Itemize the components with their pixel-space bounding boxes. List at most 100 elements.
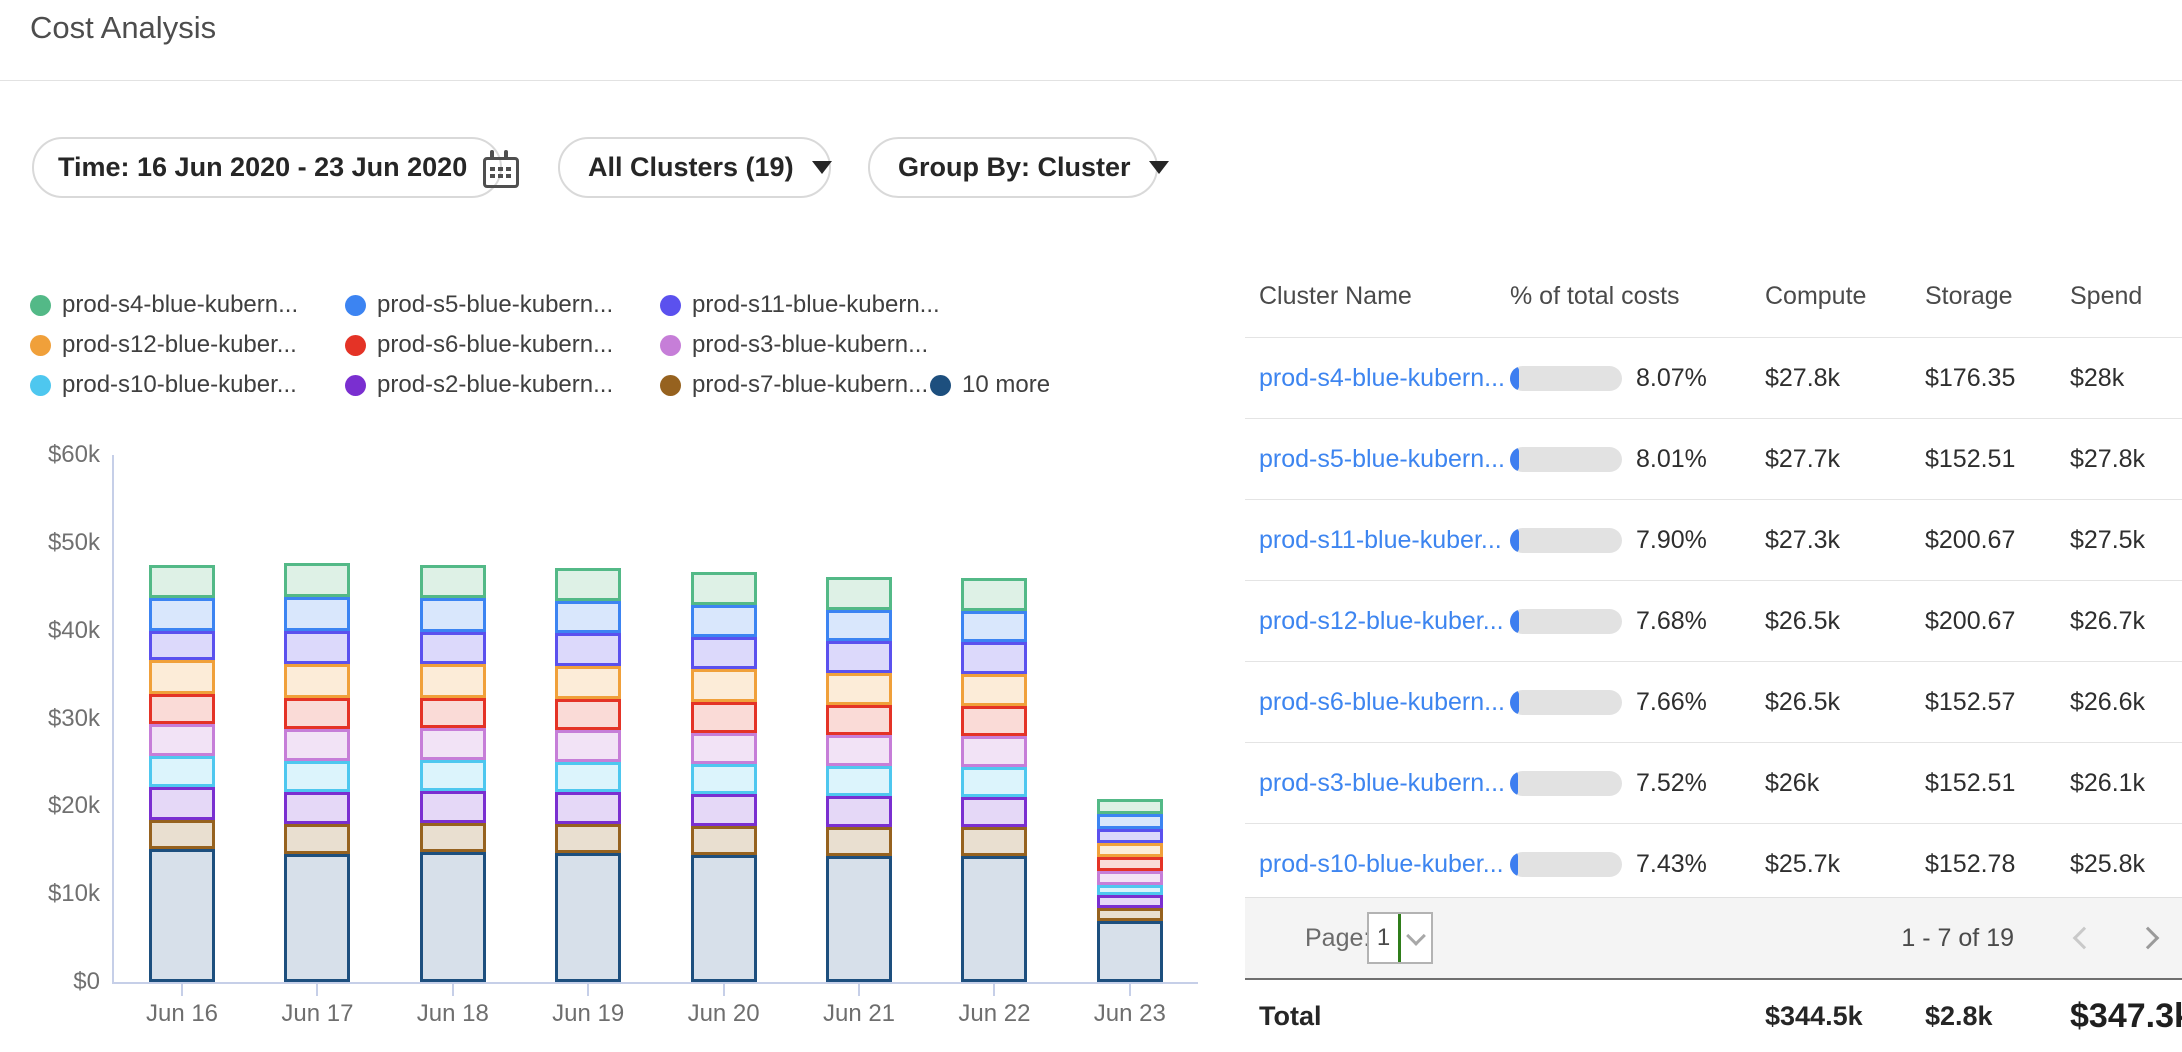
bar-segment[interactable] bbox=[284, 630, 351, 665]
cluster-link[interactable]: prod-s4-blue-kubern... bbox=[1259, 363, 1505, 392]
bar-segment[interactable] bbox=[690, 636, 757, 670]
bar-segment[interactable] bbox=[284, 563, 351, 598]
next-page-button[interactable] bbox=[2128, 898, 2168, 978]
legend-item[interactable]: prod-s7-blue-kubern... bbox=[660, 370, 928, 400]
bar-segment[interactable] bbox=[1096, 829, 1163, 844]
legend-item[interactable]: prod-s11-blue-kubern... bbox=[660, 290, 940, 320]
bar-segment[interactable] bbox=[149, 694, 215, 724]
bar-segment[interactable] bbox=[961, 736, 1028, 767]
bar-segment[interactable] bbox=[149, 564, 215, 599]
bar-segment[interactable] bbox=[149, 787, 215, 820]
legend-item[interactable]: prod-s12-blue-kuber... bbox=[30, 330, 297, 360]
page-select[interactable]: 1 bbox=[1367, 912, 1433, 964]
legend-item[interactable]: 10 more bbox=[930, 370, 1050, 400]
cluster-link[interactable]: prod-s6-blue-kubern... bbox=[1259, 687, 1505, 716]
bar-segment[interactable] bbox=[826, 577, 892, 610]
clusters-filter[interactable]: All Clusters (19) bbox=[558, 137, 832, 198]
bar-segment[interactable] bbox=[826, 641, 892, 673]
bar-segment[interactable] bbox=[419, 664, 486, 698]
bar-segment[interactable] bbox=[149, 659, 215, 694]
legend-item[interactable]: prod-s4-blue-kubern... bbox=[30, 290, 298, 320]
bar-segment[interactable] bbox=[555, 633, 622, 666]
bar-segment[interactable] bbox=[149, 598, 215, 631]
legend-item[interactable]: prod-s2-blue-kubern... bbox=[345, 370, 613, 400]
cluster-link[interactable]: prod-s5-blue-kubern... bbox=[1259, 444, 1505, 473]
bar-segment[interactable] bbox=[961, 578, 1028, 611]
bar-segment[interactable] bbox=[961, 642, 1028, 674]
bar-segment[interactable] bbox=[690, 605, 757, 637]
bar-segment[interactable] bbox=[555, 665, 622, 700]
cluster-link[interactable]: prod-s11-blue-kuber... bbox=[1259, 525, 1502, 554]
bar-segment[interactable] bbox=[1096, 857, 1163, 872]
bar-segment[interactable] bbox=[690, 825, 757, 855]
bar-segment[interactable] bbox=[419, 728, 486, 760]
bar-segment[interactable] bbox=[419, 823, 486, 853]
bar-segment[interactable] bbox=[555, 792, 622, 824]
bar-segment[interactable] bbox=[555, 823, 622, 853]
bar-segment[interactable] bbox=[690, 854, 757, 982]
bar-segment[interactable] bbox=[555, 761, 622, 793]
bar-segment[interactable] bbox=[826, 705, 892, 736]
bar-segment[interactable] bbox=[690, 764, 757, 795]
bar-segment[interactable] bbox=[419, 631, 486, 665]
bar-segment[interactable] bbox=[826, 827, 892, 856]
bar-segment[interactable] bbox=[149, 630, 215, 660]
bar-segment[interactable] bbox=[419, 697, 486, 729]
bar-segment[interactable] bbox=[284, 664, 351, 698]
bar-segment[interactable] bbox=[690, 571, 757, 606]
legend-item[interactable]: prod-s10-blue-kuber... bbox=[30, 370, 297, 400]
bar-segment[interactable] bbox=[690, 794, 757, 826]
bar-segment[interactable] bbox=[690, 701, 757, 733]
bar-segment[interactable] bbox=[284, 823, 351, 854]
bar-segment[interactable] bbox=[555, 852, 622, 982]
time-range-filter[interactable]: Time: 16 Jun 2020 - 23 Jun 2020 bbox=[32, 137, 520, 198]
bar-segment[interactable] bbox=[690, 669, 757, 702]
bar-segment[interactable] bbox=[149, 848, 215, 982]
bar-segment[interactable] bbox=[826, 855, 892, 982]
bar-segment[interactable] bbox=[1096, 799, 1163, 815]
bar-segment[interactable] bbox=[1096, 884, 1163, 896]
bar-segment[interactable] bbox=[826, 672, 892, 706]
bar-segment[interactable] bbox=[690, 732, 757, 765]
bar-segment[interactable] bbox=[419, 759, 486, 791]
bar-segment[interactable] bbox=[961, 855, 1028, 982]
bar-segment[interactable] bbox=[1096, 814, 1163, 830]
bar-segment[interactable] bbox=[149, 819, 215, 849]
bar-segment[interactable] bbox=[1096, 895, 1163, 909]
bar-segment[interactable] bbox=[961, 796, 1028, 828]
bar-segment[interactable] bbox=[826, 735, 892, 766]
bar-segment[interactable] bbox=[826, 795, 892, 828]
bar-segment[interactable] bbox=[284, 729, 351, 761]
bar-segment[interactable] bbox=[419, 598, 486, 632]
bar-segment[interactable] bbox=[555, 699, 622, 730]
cluster-link[interactable]: prod-s10-blue-kuber... bbox=[1259, 849, 1504, 878]
bar-segment[interactable] bbox=[555, 600, 622, 634]
cluster-link[interactable]: prod-s3-blue-kubern... bbox=[1259, 768, 1505, 797]
group-by-filter[interactable]: Group By: Cluster bbox=[868, 137, 1169, 198]
previous-page-button[interactable] bbox=[2064, 898, 2104, 978]
bar-segment[interactable] bbox=[419, 790, 486, 824]
bar-segment[interactable] bbox=[555, 730, 622, 762]
bar-segment[interactable] bbox=[826, 609, 892, 642]
bar-segment[interactable] bbox=[961, 827, 1028, 856]
legend-item[interactable]: prod-s5-blue-kubern... bbox=[345, 290, 613, 320]
bar-segment[interactable] bbox=[961, 673, 1028, 707]
legend-item[interactable]: prod-s3-blue-kubern... bbox=[660, 330, 928, 360]
bar-segment[interactable] bbox=[1096, 921, 1163, 982]
bar-segment[interactable] bbox=[284, 697, 351, 730]
bar-segment[interactable] bbox=[149, 723, 215, 757]
legend-item[interactable]: prod-s6-blue-kubern... bbox=[345, 330, 613, 360]
bar-segment[interactable] bbox=[149, 756, 215, 788]
bar-segment[interactable] bbox=[1096, 871, 1163, 885]
cluster-link[interactable]: prod-s12-blue-kuber... bbox=[1259, 606, 1504, 635]
bar-segment[interactable] bbox=[1096, 843, 1163, 858]
bar-segment[interactable] bbox=[826, 766, 892, 796]
bar-segment[interactable] bbox=[284, 760, 351, 793]
bar-segment[interactable] bbox=[555, 567, 622, 601]
bar-segment[interactable] bbox=[419, 564, 486, 599]
bar-segment[interactable] bbox=[419, 852, 486, 982]
bar-segment[interactable] bbox=[1096, 908, 1163, 922]
bar-segment[interactable] bbox=[284, 597, 351, 631]
bar-segment[interactable] bbox=[284, 792, 351, 824]
bar-segment[interactable] bbox=[961, 766, 1028, 797]
